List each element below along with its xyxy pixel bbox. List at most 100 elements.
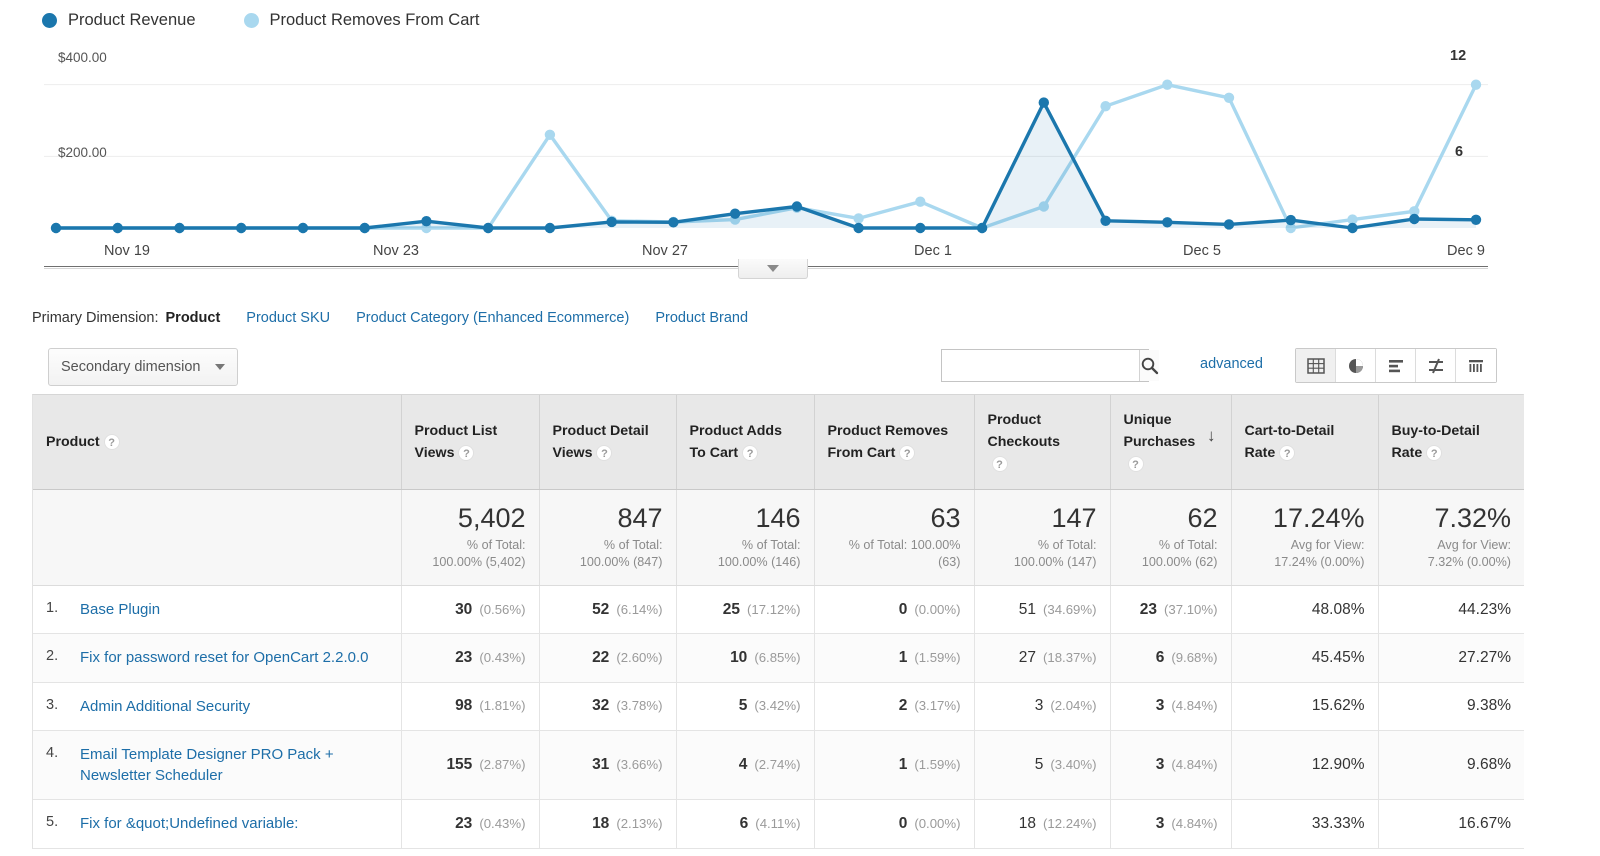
summary-cell-product-removes-from-cart: 63 % of Total: 100.00% (63) xyxy=(814,489,975,586)
performance-compare-icon xyxy=(1428,358,1443,373)
comparison-view-icon[interactable] xyxy=(1416,349,1456,382)
cell-product-list-views: 23 (0.43%) xyxy=(401,799,540,849)
column-header-cart-to-detail-rate[interactable]: Cart-to-Detail Rate? xyxy=(1231,395,1379,490)
table-view-icon[interactable] xyxy=(1296,349,1336,382)
column-header-label: Unique xyxy=(1123,412,1172,428)
product-link[interactable]: Base Plugin xyxy=(80,601,161,618)
row-index: 5. xyxy=(46,814,59,831)
pie-chart-view-icon[interactable] xyxy=(1336,349,1376,382)
help-icon[interactable]: ? xyxy=(1127,456,1144,473)
pivot-table-icon xyxy=(1469,359,1483,372)
column-header-product[interactable]: Product? xyxy=(33,395,402,490)
table-search-box[interactable] xyxy=(941,349,1159,382)
product-link[interactable]: Admin Additional Security xyxy=(80,697,251,715)
primary-dimension-bar: Primary Dimension: Product Product SKU P… xyxy=(32,310,774,326)
cell-product-detail-views: 22 (2.60%) xyxy=(539,633,677,683)
cell-product-detail-views: 52 (6.14%) xyxy=(539,585,677,635)
cell-product-detail-views: 32 (3.78%) xyxy=(539,682,677,731)
summary-value: 147 xyxy=(1051,502,1097,533)
summary-subtext: Avg for View: 17.24% (0.00%) xyxy=(1274,537,1365,569)
column-header-label: Product List xyxy=(414,423,498,439)
column-header-product-list-views[interactable]: Product List Views? xyxy=(401,395,540,490)
column-header-label: Cart-to-Detail xyxy=(1244,423,1335,439)
y-axis-right-tick-6: 6 xyxy=(1455,144,1464,160)
help-icon[interactable]: ? xyxy=(899,445,916,462)
cell-product-list-views: 23 (0.43%) xyxy=(401,633,540,683)
table-row[interactable]: 2. Fix for password reset for OpenCart 2… xyxy=(33,633,1524,683)
cell-product-checkouts: 51 (34.69%) xyxy=(974,585,1111,635)
legend-dot-icon xyxy=(243,12,259,28)
table-toolbar: Secondary dimension advanced xyxy=(32,348,1524,388)
help-icon[interactable]: ? xyxy=(991,456,1008,473)
summary-cell-product xyxy=(33,489,402,586)
table-row[interactable]: 5. Fix for &quot;Undefined variable: 23(… xyxy=(33,799,1524,849)
summary-subtext: % of Total: 100.00% (5,402) xyxy=(432,537,526,569)
cell-product-adds-to-cart: 25 (17.12%) xyxy=(676,585,815,635)
cell-product-removes-from-cart: 0 (0.00%) xyxy=(814,585,975,635)
primary-dimension-link-product-category[interactable]: Product Category (Enhanced Ecommerce) xyxy=(356,310,630,326)
secondary-dimension-dropdown[interactable]: Secondary dimension xyxy=(48,348,238,386)
help-icon[interactable]: ? xyxy=(742,445,759,462)
column-header-unique-purchases[interactable]: ↓ Unique Purchases ? xyxy=(1110,395,1232,490)
legend-item-product-removes-from-cart[interactable]: Product Removes From Cart xyxy=(243,10,480,30)
column-header-label: To Cart xyxy=(689,445,739,461)
x-axis-tick-label: Nov 27 xyxy=(642,243,688,259)
legend-dot-icon xyxy=(42,12,57,28)
table-grid-icon xyxy=(1306,357,1325,374)
help-icon[interactable]: ? xyxy=(596,445,613,462)
product-link[interactable]: Fix for &quot;Undefined variable: xyxy=(80,815,299,833)
column-header-label: Product Adds xyxy=(689,423,782,439)
bar-chart-view-icon[interactable] xyxy=(1376,349,1416,382)
help-icon[interactable]: ? xyxy=(103,434,120,451)
cell-unique-purchases: 3 (4.84%) xyxy=(1110,799,1232,849)
help-icon[interactable]: ? xyxy=(1426,445,1443,462)
cell-product-removes-from-cart: 2 (3.17%) xyxy=(814,682,975,731)
column-header-label: Views xyxy=(552,445,593,461)
search-input[interactable] xyxy=(942,350,1139,381)
table-row[interactable]: 1. Base Plugin 30 (0.56%) 52 (6.14%) 25 (17… xyxy=(33,585,1524,635)
summary-value: 5,402 xyxy=(457,502,526,533)
help-icon[interactable]: ? xyxy=(458,445,475,462)
primary-dimension-link-product-sku[interactable]: Product SKU xyxy=(246,310,331,326)
y-axis-left-tick-400: $400.00 xyxy=(58,50,107,65)
advanced-filter-link[interactable]: advanced xyxy=(1200,356,1263,372)
help-icon[interactable]: ? xyxy=(1279,445,1296,462)
legend-item-product-revenue[interactable]: Product Revenue xyxy=(42,11,196,30)
cell-unique-purchases: 3 (4.84%) xyxy=(1110,730,1232,801)
summary-cell-product-detail-views: 847 % of Total: 100.00% (847) xyxy=(539,489,677,586)
primary-dimension-current[interactable]: Product xyxy=(165,310,221,326)
column-header-buy-to-detail-rate[interactable]: Buy-to-Detail Rate? xyxy=(1378,395,1524,490)
sort-desc-arrow-icon[interactable]: ↓ xyxy=(1207,426,1216,445)
column-header-product-checkouts[interactable]: Product Checkouts ? xyxy=(974,395,1111,490)
cell-unique-purchases: 6 (9.68%) xyxy=(1110,633,1232,683)
table-row[interactable]: 3. Admin Additional Security 98 (1.81%) 3… xyxy=(33,682,1524,731)
cell-product-adds-to-cart: 5 (3.42%) xyxy=(676,682,815,731)
x-axis-tick-label: Dec 5 xyxy=(1183,243,1221,259)
table-row[interactable]: 4. Email Template Designer PRO Pack + Ne… xyxy=(33,730,1524,801)
cell-product-detail-views: 31 (3.66%) xyxy=(539,730,677,801)
legend-label: Product Removes From Cart xyxy=(269,10,480,29)
y-axis-right-tick-12: 12 xyxy=(1450,48,1467,64)
product-link[interactable]: Fix for password reset for OpenCart 2.2.… xyxy=(80,649,369,667)
view-mode-switcher xyxy=(1295,348,1497,383)
column-header-product-detail-views[interactable]: Product Detail Views? xyxy=(539,395,677,490)
cell-product-list-views: 155 (2.87%) xyxy=(401,730,540,801)
product-data-table: Product? Product List Views? Product Det… xyxy=(32,394,1524,849)
summary-subtext: % of Total: 100.00% (62) xyxy=(1141,537,1218,569)
column-header-product-adds-to-cart[interactable]: Product Adds To Cart? xyxy=(676,395,815,490)
chart-expand-handle[interactable] xyxy=(738,259,808,279)
chart-plot-area[interactable] xyxy=(44,38,1488,266)
cell-buy-to-detail-rate: 44.23% xyxy=(1378,585,1524,635)
summary-cell-unique-purchases: 62 % of Total: 100.00% (62) xyxy=(1110,489,1232,586)
primary-dimension-link-product-brand[interactable]: Product Brand xyxy=(655,310,749,326)
column-header-label: From Cart xyxy=(827,445,896,461)
pivot-view-icon[interactable] xyxy=(1456,349,1496,382)
cell-product-adds-to-cart: 6 (4.11%) xyxy=(676,799,815,849)
cell-unique-purchases: 3 (4.84%) xyxy=(1110,682,1232,731)
product-link[interactable]: Email Template Designer PRO Pack + Newsl… xyxy=(80,745,334,785)
column-header-label: Product Removes xyxy=(827,423,949,439)
timeline-chart[interactable] xyxy=(44,38,1488,266)
column-header-product-removes-from-cart[interactable]: Product Removes From Cart? xyxy=(814,395,975,490)
cell-product-removes-from-cart: 1 (1.59%) xyxy=(814,633,975,683)
search-button[interactable] xyxy=(1139,350,1159,381)
